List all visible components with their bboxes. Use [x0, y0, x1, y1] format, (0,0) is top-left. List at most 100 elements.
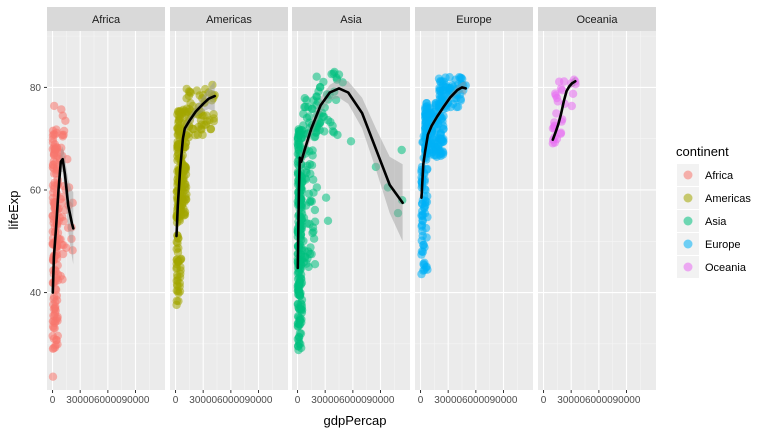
facet-strip-label: Oceania — [577, 14, 619, 26]
x-tick-label: 90000 — [122, 395, 150, 406]
scatter-point — [331, 95, 341, 105]
scatter-point — [311, 127, 321, 137]
panel-background — [538, 31, 656, 390]
scatter-point — [418, 226, 427, 236]
scatter-point — [48, 331, 57, 341]
legend-label: Oceania — [705, 262, 747, 274]
scatter-point — [421, 263, 431, 272]
scatter-point — [434, 74, 444, 83]
legend-key-point — [683, 262, 693, 272]
scatter-point — [338, 78, 347, 87]
scatter-point — [326, 117, 335, 127]
scatter-point — [308, 223, 318, 232]
x-tick-label: 90000 — [367, 395, 395, 406]
x-tick-label: 60000 — [585, 395, 613, 406]
x-tick-label: 0 — [295, 395, 301, 406]
smooth-line — [51, 157, 75, 294]
scatter-point — [438, 147, 447, 156]
legend-title: continent — [676, 144, 729, 159]
y-axis-title: lifeExp — [6, 190, 21, 229]
scatter-point — [52, 296, 62, 305]
y-tick-label: 60 — [30, 185, 42, 196]
x-tick-label: 30000 — [66, 395, 94, 406]
x-tick-label: 30000 — [557, 395, 585, 406]
legend: continent Africa Americas Asia Europe Oceani… — [676, 144, 751, 278]
scatter-point — [68, 198, 77, 207]
scatter-point — [429, 138, 438, 147]
scatter-point — [305, 197, 315, 207]
scatter-point — [62, 243, 71, 252]
scatter-point — [295, 279, 304, 288]
legend-key-point — [683, 193, 693, 203]
confidence-band — [52, 146, 74, 314]
scatter-point — [50, 101, 59, 111]
x-tick-label: 30000 — [434, 395, 462, 406]
facet-strip — [538, 7, 656, 31]
scatter-point — [196, 116, 206, 125]
scatter-point — [439, 121, 448, 130]
x-tick-label: 0 — [541, 395, 547, 406]
scatter-point — [446, 84, 455, 94]
scatter-point — [308, 151, 317, 160]
scatter-point — [559, 77, 569, 86]
legend-item-europe: Europe — [677, 233, 740, 255]
scatter-point — [309, 175, 318, 184]
legend-label: Asia — [705, 216, 727, 228]
scatter-points — [293, 67, 407, 355]
y-tick-label: 80 — [30, 83, 42, 94]
scatter-point — [371, 162, 381, 172]
scatter-point — [57, 105, 66, 114]
scatter-point — [327, 69, 336, 79]
scatter-point — [552, 109, 561, 118]
legend-key-point — [683, 239, 693, 249]
x-tick-label: 90000 — [490, 395, 518, 406]
legend-item-africa: Africa — [677, 164, 734, 186]
legend-label: Americas — [705, 193, 751, 205]
legend-key-point — [683, 170, 693, 180]
scatter-point — [312, 183, 322, 192]
scatter-point — [53, 261, 62, 270]
x-tick-label: 90000 — [245, 395, 273, 406]
smooth-line — [296, 87, 404, 270]
scatter-point — [50, 309, 60, 318]
legend-key-point — [683, 216, 693, 226]
legend-item-oceania: Oceania — [677, 256, 747, 278]
y-tick-label: 40 — [30, 288, 42, 299]
scatter-point — [323, 216, 333, 225]
scatter-point — [568, 89, 578, 99]
scatter-point — [302, 219, 312, 228]
scatter-point — [63, 155, 72, 164]
scatter-point — [299, 109, 308, 119]
scatter-point — [300, 102, 309, 112]
x-tick-label: 0 — [418, 395, 424, 406]
scatter-point — [182, 84, 191, 94]
scatter-point — [304, 262, 313, 272]
scatter-point — [173, 140, 183, 150]
scatter-point — [567, 101, 576, 111]
legend-label: Europe — [705, 239, 740, 251]
x-tick-label: 60000 — [94, 395, 122, 406]
x-tick-label: 0 — [50, 395, 56, 406]
smooth-line — [420, 86, 467, 199]
scatter-point — [180, 207, 190, 217]
scatter-point — [59, 192, 68, 201]
scatter-point — [431, 151, 441, 160]
scatter-point — [52, 125, 61, 134]
scatter-point — [307, 161, 317, 170]
scatter-point — [310, 260, 320, 269]
scatter-point — [209, 114, 218, 123]
scatter-point — [61, 116, 70, 126]
scatter-point — [300, 130, 309, 139]
smooth-line — [175, 94, 216, 238]
scatter-point — [53, 340, 62, 349]
scatter-point — [309, 234, 319, 243]
scatter-point — [294, 287, 304, 296]
x-tick-label: 60000 — [462, 395, 490, 406]
scatter-point — [397, 145, 406, 155]
scatter-point — [295, 316, 304, 325]
scatter-point — [188, 124, 197, 134]
scatter-point — [451, 75, 460, 84]
facet-panel-asia: Asia 0 30000 60000 90000 — [292, 7, 410, 406]
scatter-point — [206, 124, 216, 134]
